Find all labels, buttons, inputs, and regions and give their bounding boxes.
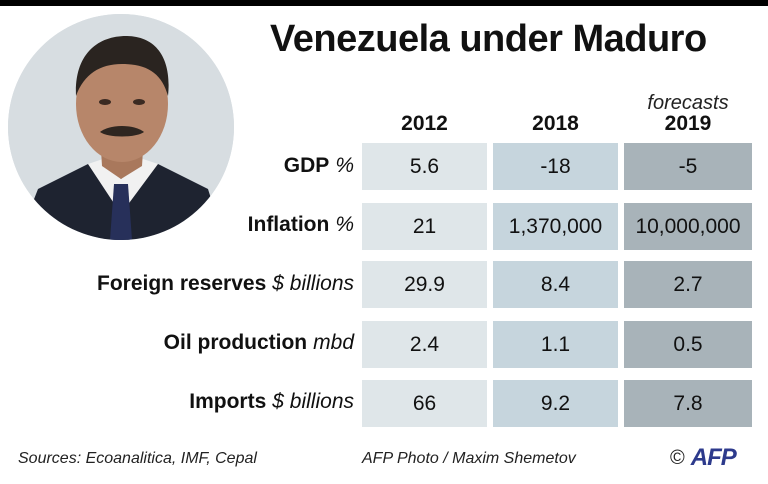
table-cell: 21 — [362, 203, 487, 250]
row-label-foreign-reserves: Foreign reserves $ billions — [0, 272, 354, 296]
row-name: Imports — [189, 390, 267, 413]
afp-credit: © AFP — [670, 444, 737, 472]
table-cell: 29.9 — [362, 261, 487, 308]
row-name: Inflation — [247, 213, 330, 236]
row-unit: % — [335, 154, 354, 177]
column-header-2018: 2018 — [532, 112, 579, 135]
table-cell: 1,370,000 — [493, 203, 618, 250]
photo-credit: AFP Photo / Maxim Shemetov — [362, 450, 576, 467]
table-cell: 9.2 — [493, 380, 618, 427]
table-cell: 0.5 — [624, 321, 752, 368]
table-cell: -5 — [624, 143, 752, 190]
row-unit: $ billions — [272, 272, 354, 295]
top-rule — [0, 0, 768, 6]
table-cell: 66 — [362, 380, 487, 427]
row-unit: mbd — [313, 331, 354, 354]
row-label-imports: Imports $ billions — [0, 390, 354, 414]
table-cell: 5.6 — [362, 143, 487, 190]
table-cell: 2.4 — [362, 321, 487, 368]
table-cell: 2.7 — [624, 261, 752, 308]
row-name: GDP — [283, 154, 330, 177]
row-label-inflation: Inflation% — [0, 213, 354, 237]
forecast-label: forecasts — [647, 92, 729, 114]
row-unit: % — [335, 213, 354, 236]
copyright-icon: © — [670, 446, 685, 469]
row-label-oil-production: Oil production mbd — [0, 331, 354, 355]
portrait-photo — [8, 14, 234, 240]
afp-logo: AFP — [690, 444, 737, 471]
column-header-2012: 2012 — [401, 112, 448, 135]
table-cell: 1.1 — [493, 321, 618, 368]
row-unit: $ billions — [272, 390, 354, 413]
row-label-gdp: GDP% — [0, 154, 354, 178]
row-name: Oil production — [163, 331, 308, 354]
table-cell: 7.8 — [624, 380, 752, 427]
chart-title: Venezuela under Maduro — [270, 18, 707, 60]
row-name: Foreign reserves — [97, 272, 267, 295]
sources-note: Sources: Ecoanalitica, IMF, Cepal — [18, 450, 257, 467]
table-cell: 8.4 — [493, 261, 618, 308]
column-header-2019: 2019 — [664, 112, 712, 135]
table-cell: 10,000,000 — [624, 203, 752, 250]
table-cell: -18 — [493, 143, 618, 190]
